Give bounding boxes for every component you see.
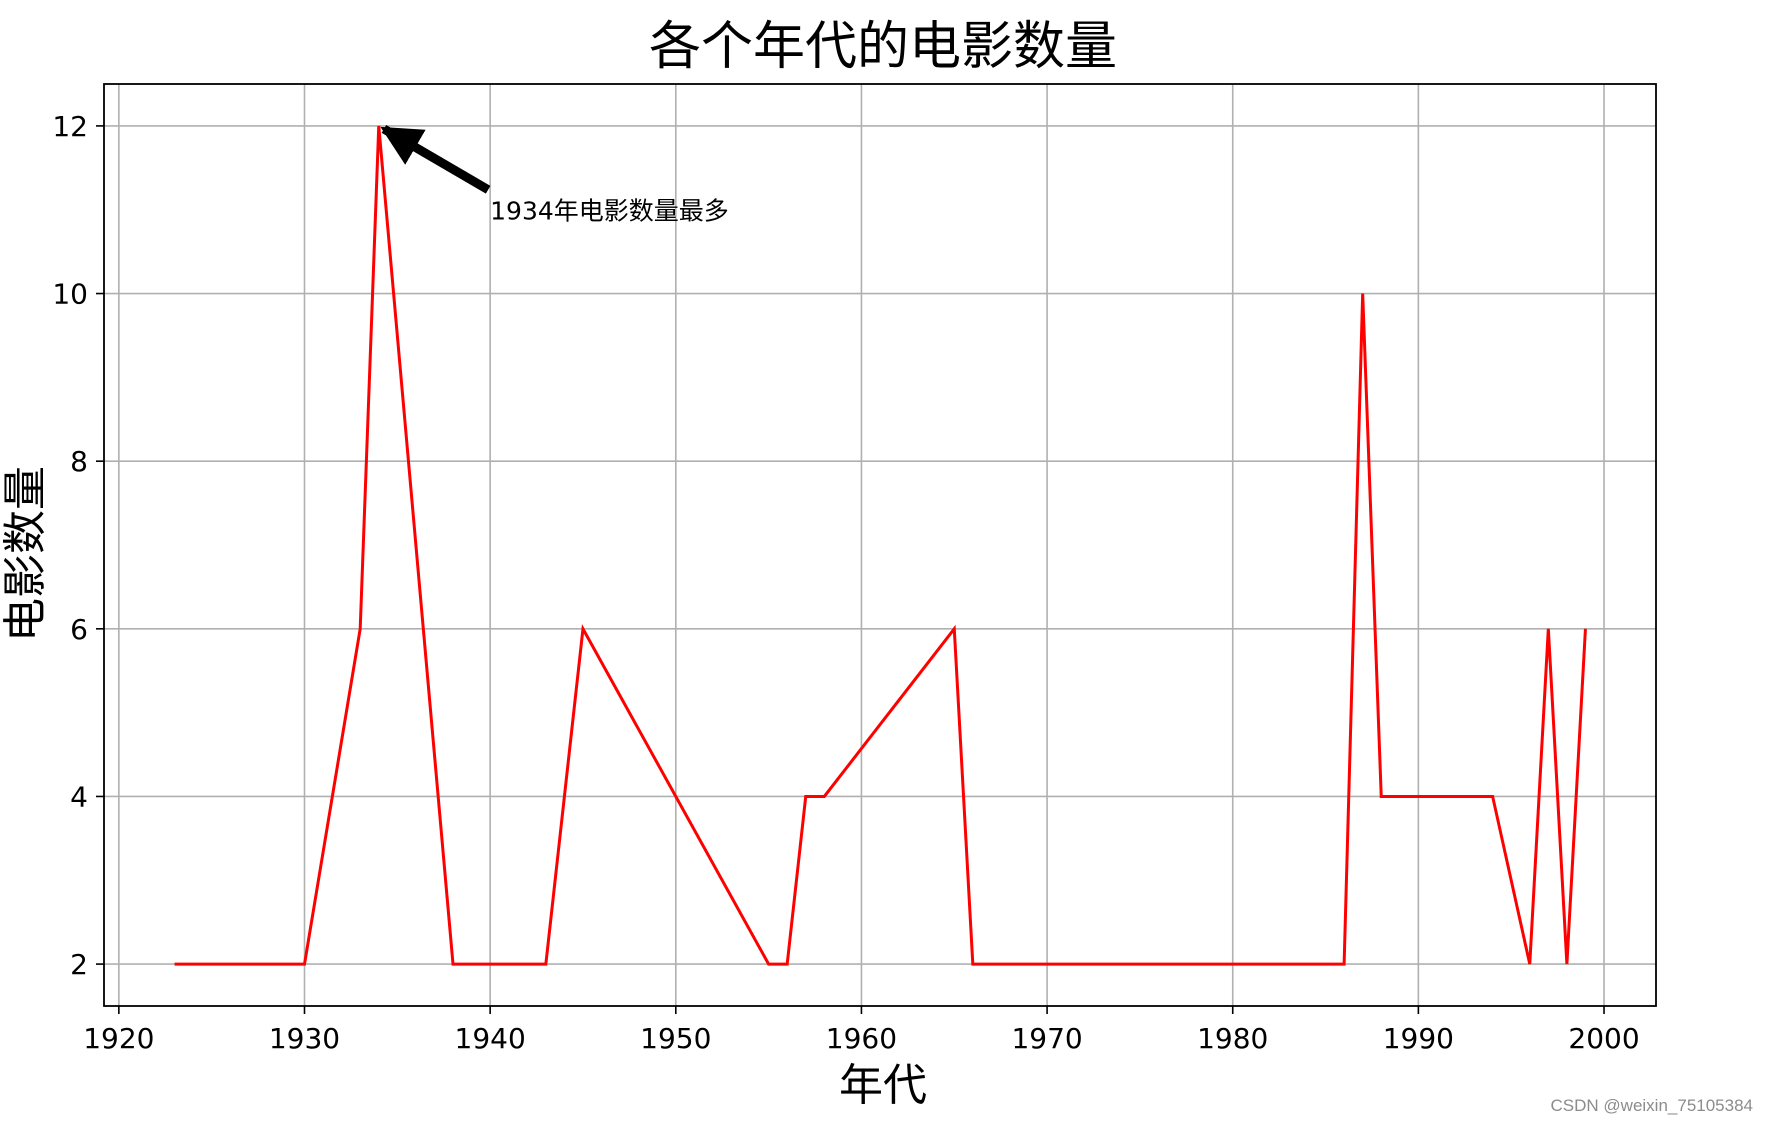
grid [104, 84, 1656, 1006]
annotation: 1934年电影数量最多 [380, 125, 729, 226]
y-tick-label: 2 [70, 948, 88, 981]
chart-title: 各个年代的电影数量 [649, 17, 1117, 77]
x-tick-label: 1960 [826, 1022, 897, 1055]
x-tick-label: 1920 [83, 1022, 154, 1055]
y-tick-label: 12 [52, 110, 88, 143]
y-tick-label: 4 [70, 780, 88, 813]
x-tick-label: 1990 [1383, 1022, 1454, 1055]
series-line [174, 125, 1587, 966]
x-tick-label: 1970 [1011, 1022, 1082, 1055]
plot-area-frame [103, 83, 1657, 1007]
x-tick-label: 1950 [640, 1022, 711, 1055]
series-layer [174, 125, 1587, 966]
watermark: CSDN @weixin_75105384 [1550, 1096, 1753, 1115]
x-tick-label: 1980 [1197, 1022, 1268, 1055]
axis-ticks: 1920 1930 1940 1950 1960 1970 1980 1990 2000 2 4 6 8… [52, 110, 1639, 1055]
annotation-text: 1934年电影数量最多 [490, 197, 729, 226]
x-tick-label: 1930 [269, 1022, 340, 1055]
x-axis-label: 年代 [839, 1060, 927, 1111]
x-tick-label: 1940 [455, 1022, 526, 1055]
y-tick-label: 10 [52, 278, 88, 311]
annotation-arrow [380, 125, 491, 194]
y-tick-label: 6 [70, 613, 88, 646]
y-tick-label: 8 [70, 445, 88, 478]
x-tick-label: 2000 [1568, 1022, 1639, 1055]
y-axis-label: 电影数量 [0, 466, 51, 642]
